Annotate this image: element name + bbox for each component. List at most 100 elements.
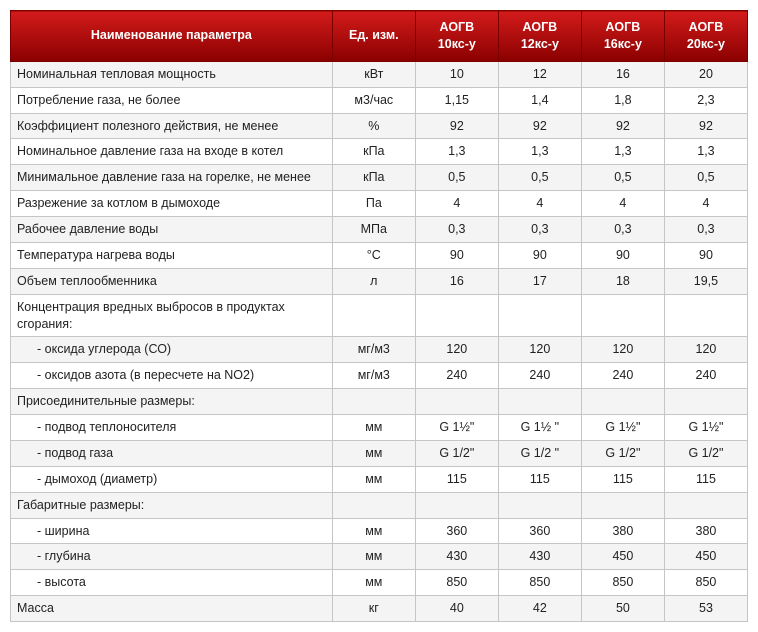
value-cell: G 1½" — [664, 415, 747, 441]
value-cell: 1,3 — [415, 139, 498, 165]
value-cell: 850 — [498, 570, 581, 596]
unit-cell: кПа — [332, 139, 415, 165]
unit-cell: мм — [332, 415, 415, 441]
value-cell — [664, 294, 747, 337]
value-cell: 18 — [581, 268, 664, 294]
param-cell: Температура нагрева воды — [11, 242, 333, 268]
value-cell — [581, 294, 664, 337]
value-cell: 240 — [581, 363, 664, 389]
value-cell: 0,3 — [415, 217, 498, 243]
value-cell: 430 — [498, 544, 581, 570]
table-row: - глубинамм430430450450 — [11, 544, 748, 570]
unit-cell: м3/час — [332, 87, 415, 113]
value-cell — [498, 389, 581, 415]
param-cell: - подвод теплоносителя — [11, 415, 333, 441]
param-cell: - оксидов азота (в пересчете на NO2) — [11, 363, 333, 389]
param-cell: Потребление газа, не более — [11, 87, 333, 113]
value-cell: 0,5 — [415, 165, 498, 191]
param-cell: - подвод газа — [11, 440, 333, 466]
table-row: - подвод теплоносителяммG 1½"G 1½ "G 1½"… — [11, 415, 748, 441]
value-cell: 120 — [415, 337, 498, 363]
unit-cell: Па — [332, 191, 415, 217]
value-cell: 4 — [664, 191, 747, 217]
header-m10: АОГВ10кс-у — [415, 11, 498, 62]
table-body: Номинальная тепловая мощностькВт10121620… — [11, 61, 748, 621]
unit-cell: кг — [332, 596, 415, 622]
value-cell: 16 — [581, 61, 664, 87]
value-cell: 850 — [415, 570, 498, 596]
unit-cell: мг/м3 — [332, 363, 415, 389]
value-cell — [664, 389, 747, 415]
param-cell: - дымоход (диаметр) — [11, 466, 333, 492]
value-cell: 2,3 — [664, 87, 747, 113]
param-cell: Номинальное давление газа на входе в кот… — [11, 139, 333, 165]
value-cell — [498, 492, 581, 518]
value-cell: G 1½" — [581, 415, 664, 441]
value-cell: 4 — [581, 191, 664, 217]
value-cell: 42 — [498, 596, 581, 622]
header-unit: Ед. изм. — [332, 11, 415, 62]
table-row: Номинальная тепловая мощностькВт10121620 — [11, 61, 748, 87]
param-cell: Присоединительные размеры: — [11, 389, 333, 415]
header-m20: АОГВ20кс-у — [664, 11, 747, 62]
param-cell: - ширина — [11, 518, 333, 544]
table-row: Концентрация вредных выбросов в продукта… — [11, 294, 748, 337]
header-m16: АОГВ16кс-у — [581, 11, 664, 62]
unit-cell: кПа — [332, 165, 415, 191]
value-cell: 16 — [415, 268, 498, 294]
table-row: Номинальное давление газа на входе в кот… — [11, 139, 748, 165]
table-row: Массакг40425053 — [11, 596, 748, 622]
spec-table: Наименование параметраЕд. изм.АОГВ10кс-у… — [10, 10, 748, 622]
value-cell: 360 — [415, 518, 498, 544]
table-row: - оксида углерода (СО)мг/м3120120120120 — [11, 337, 748, 363]
value-cell: G 1/2" — [415, 440, 498, 466]
table-row: Габаритные размеры: — [11, 492, 748, 518]
header-m12: АОГВ12кс-у — [498, 11, 581, 62]
value-cell: 20 — [664, 61, 747, 87]
value-cell: 240 — [415, 363, 498, 389]
unit-cell: мг/м3 — [332, 337, 415, 363]
unit-cell — [332, 294, 415, 337]
value-cell: 0,5 — [664, 165, 747, 191]
param-cell: - высота — [11, 570, 333, 596]
value-cell: 120 — [581, 337, 664, 363]
value-cell: 17 — [498, 268, 581, 294]
value-cell: 0,5 — [498, 165, 581, 191]
value-cell: 115 — [415, 466, 498, 492]
table-row: - ширинамм360360380380 — [11, 518, 748, 544]
value-cell: G 1/2" — [581, 440, 664, 466]
header-param: Наименование параметра — [11, 11, 333, 62]
value-cell: 4 — [415, 191, 498, 217]
value-cell: 1,3 — [498, 139, 581, 165]
value-cell: 19,5 — [664, 268, 747, 294]
unit-cell: мм — [332, 518, 415, 544]
table-row: Разрежение за котлом в дымоходеПа4444 — [11, 191, 748, 217]
value-cell: 90 — [498, 242, 581, 268]
unit-cell — [332, 492, 415, 518]
param-cell: Разрежение за котлом в дымоходе — [11, 191, 333, 217]
unit-cell: мм — [332, 440, 415, 466]
param-cell: Коэффициент полезного действия, не менее — [11, 113, 333, 139]
value-cell: 12 — [498, 61, 581, 87]
value-cell — [581, 492, 664, 518]
value-cell: 450 — [664, 544, 747, 570]
value-cell — [415, 389, 498, 415]
value-cell: 92 — [415, 113, 498, 139]
value-cell: 450 — [581, 544, 664, 570]
table-row: Минимальное давление газа на горелке, не… — [11, 165, 748, 191]
value-cell: 90 — [664, 242, 747, 268]
value-cell: 380 — [581, 518, 664, 544]
value-cell: 1,8 — [581, 87, 664, 113]
value-cell: 92 — [664, 113, 747, 139]
table-row: - оксидов азота (в пересчете на NO2)мг/м… — [11, 363, 748, 389]
value-cell: 0,3 — [498, 217, 581, 243]
table-row: - дымоход (диаметр)мм115115115115 — [11, 466, 748, 492]
unit-cell: МПа — [332, 217, 415, 243]
param-cell: Масса — [11, 596, 333, 622]
value-cell: 240 — [664, 363, 747, 389]
unit-cell: мм — [332, 466, 415, 492]
value-cell: 1,3 — [664, 139, 747, 165]
value-cell: 53 — [664, 596, 747, 622]
value-cell: 92 — [498, 113, 581, 139]
value-cell: 115 — [664, 466, 747, 492]
